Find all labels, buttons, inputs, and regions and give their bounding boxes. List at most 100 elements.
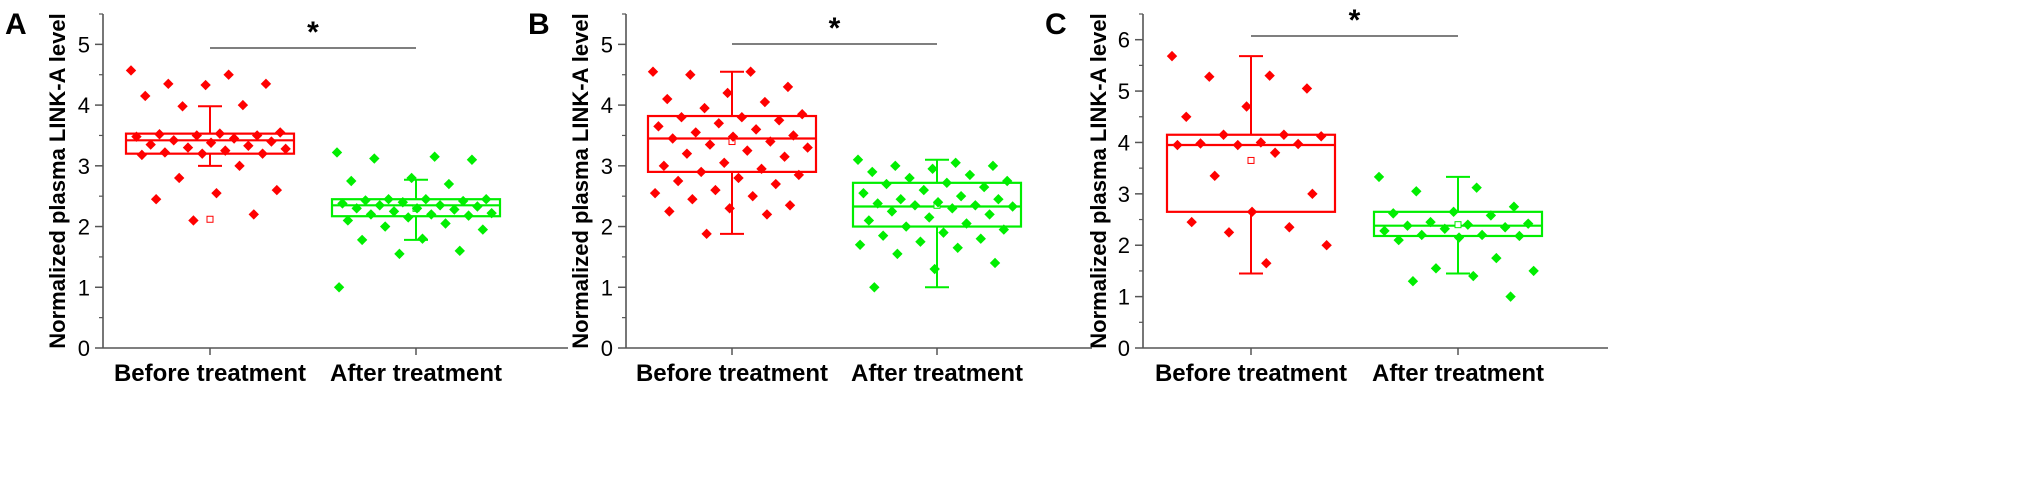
data-point [918,184,929,196]
data-point [188,215,199,226]
data-point [125,65,137,76]
data-point [1172,139,1183,151]
data-point [756,163,767,175]
data-point [1471,182,1482,193]
data-point [961,218,972,229]
data-point [145,139,156,150]
data-point [904,172,915,184]
significance-star: * [1349,4,1361,37]
data-point [443,178,455,190]
data-point [1301,83,1313,94]
points-after [1373,171,1539,302]
y-axis-label: Normalized plasma LINK-A level [45,13,70,348]
data-point [197,148,208,159]
data-point [710,184,721,196]
data-point [1166,50,1178,62]
box-after [851,158,1023,289]
data-point [1505,291,1516,302]
data-point [234,160,245,172]
box-iqr [1165,133,1337,213]
data-point [742,145,753,156]
data-point [394,248,405,260]
y-tick-label: 1 [1118,285,1130,310]
data-point [449,204,460,215]
data-point [924,212,935,223]
data-point [237,99,249,111]
data-point [727,131,739,142]
data-point [955,190,967,202]
data-point [978,181,990,193]
y-tick-label: 5 [601,32,613,57]
y-tick-label: 6 [1118,28,1130,53]
data-point [1001,175,1013,187]
data-point [987,160,999,172]
data-point [1407,276,1419,287]
data-point [388,206,400,217]
data-point [477,224,489,235]
data-point [333,282,345,293]
data-point [1321,240,1332,251]
data-point [1181,111,1192,122]
data-point [869,282,880,293]
data-point [1425,216,1436,228]
panel-letter: A [5,8,27,41]
data-point [228,133,240,144]
data-point [1007,201,1018,212]
data-point [1508,201,1520,212]
data-point [947,203,958,214]
data-point [177,101,188,112]
data-point [736,112,748,123]
data-point [858,187,869,199]
panel-letter: B [528,8,550,41]
data-point [417,233,428,244]
data-point [1264,70,1275,81]
data-point [1284,222,1295,233]
points-before [125,65,291,226]
box-iqr [330,198,502,218]
data-point [1411,186,1422,197]
data-point [1439,223,1450,234]
data-point [788,130,799,141]
data-point [975,233,986,244]
data-point [379,221,391,232]
data-point [993,194,1004,205]
data-point [223,69,234,80]
data-point [337,198,348,209]
data-point [892,248,903,260]
data-point [1491,252,1502,264]
data-point [1246,206,1258,218]
data-point [173,172,185,184]
data-point [1430,263,1442,274]
data-point [331,147,343,158]
data-point [360,195,371,206]
data-point [257,148,268,159]
y-tick-label: 0 [1118,336,1130,361]
data-point [191,130,202,141]
data-point [369,153,380,164]
data-point [759,96,771,108]
data-point [472,201,483,212]
data-point [890,160,901,172]
data-point [271,184,283,196]
points-after [852,154,1018,293]
data-point [950,157,961,168]
data-point [1255,137,1267,148]
data-point [1476,229,1488,241]
data-point [782,81,794,93]
data-point [351,203,362,214]
data-point [463,210,474,221]
data-point [770,178,781,190]
data-point [649,187,661,199]
data-point [681,148,693,159]
data-point [1379,225,1390,237]
data-point [802,142,813,153]
data-point [1195,138,1206,149]
data-point [440,218,451,229]
data-point [867,166,878,178]
points-after [331,147,497,293]
y-tick-label: 4 [601,93,613,118]
x-category-label: Before treatment [1155,360,1347,387]
data-point [964,169,976,181]
data-point [136,149,148,161]
data-point [761,209,773,220]
